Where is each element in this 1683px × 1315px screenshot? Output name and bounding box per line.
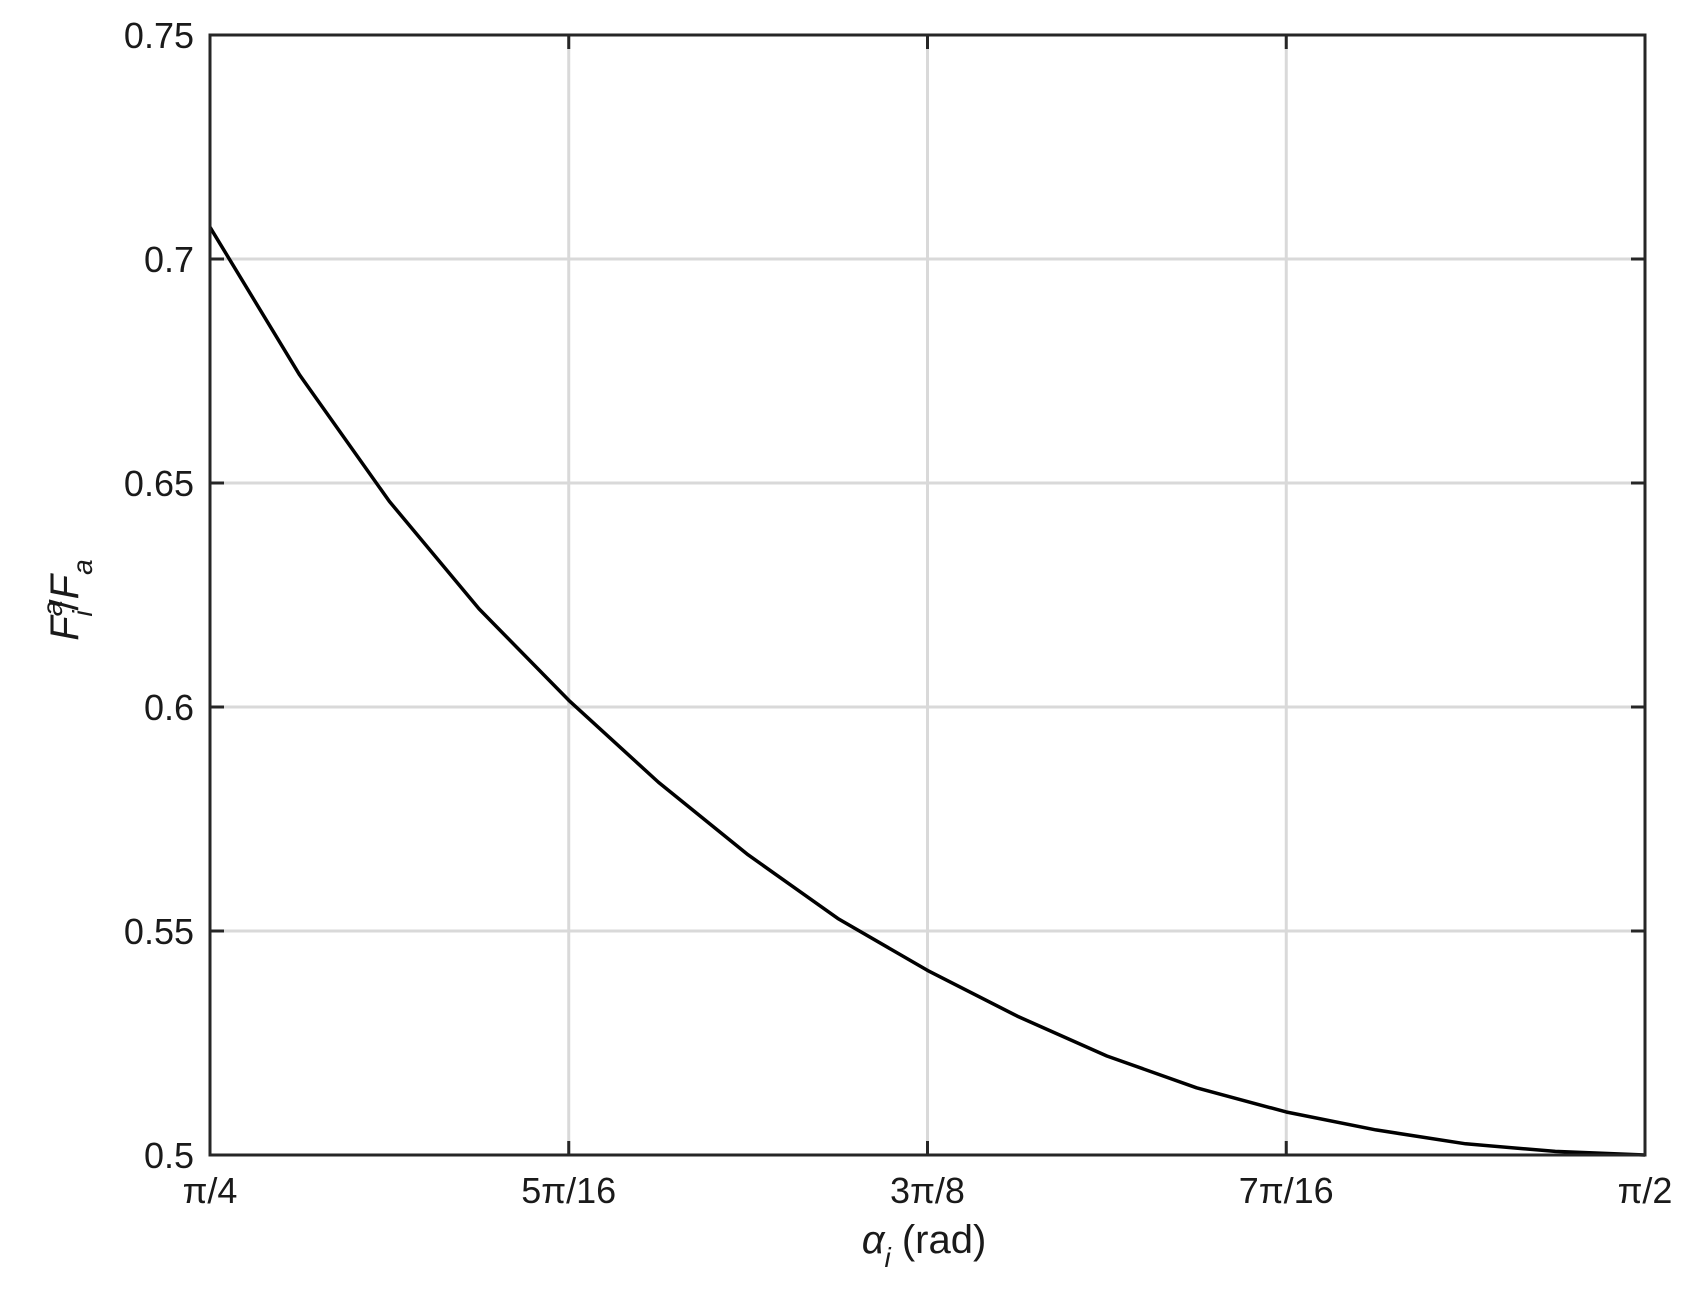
y-axis-slash: / — [43, 598, 87, 610]
y-axis-label: Fai/Fa — [37, 559, 98, 640]
ticks — [208, 33, 1647, 1157]
y-axis-symbol: F — [43, 614, 87, 641]
x-axis-unit: (rad) — [891, 1218, 987, 1262]
series-line — [208, 226, 1646, 1157]
y-tick-label: 0.5 — [144, 1135, 194, 1176]
x-tick-labels: π/4 5π/16 3π/8 7π/16 π/2 — [183, 1170, 1673, 1211]
y-axis-symbol-2: F — [43, 572, 87, 599]
plot-area — [208, 226, 1646, 1157]
y-tick-labels: 0.5 0.55 0.6 0.65 0.7 0.75 — [124, 15, 194, 1176]
y-axis-subscript: i — [67, 610, 98, 617]
y-tick-label: 0.7 — [144, 239, 194, 280]
x-tick-label: π/4 — [183, 1170, 238, 1211]
x-tick-label: π/2 — [1618, 1170, 1673, 1211]
y-axis-subscript-2: a — [67, 559, 98, 575]
x-axis-symbol: α — [862, 1218, 886, 1262]
x-tick-label: 3π/8 — [890, 1170, 965, 1211]
x-tick-label: 5π/16 — [521, 1170, 616, 1211]
x-tick-label: 7π/16 — [1239, 1170, 1334, 1211]
x-axis-label: αi (rad) — [862, 1218, 987, 1273]
y-tick-label: 0.65 — [124, 463, 194, 504]
y-axis-superscript: a — [37, 601, 68, 617]
y-tick-label: 0.6 — [144, 687, 194, 728]
x-axis-subscript: i — [885, 1242, 892, 1273]
y-tick-label: 0.55 — [124, 911, 194, 952]
y-tick-label: 0.75 — [124, 15, 194, 56]
